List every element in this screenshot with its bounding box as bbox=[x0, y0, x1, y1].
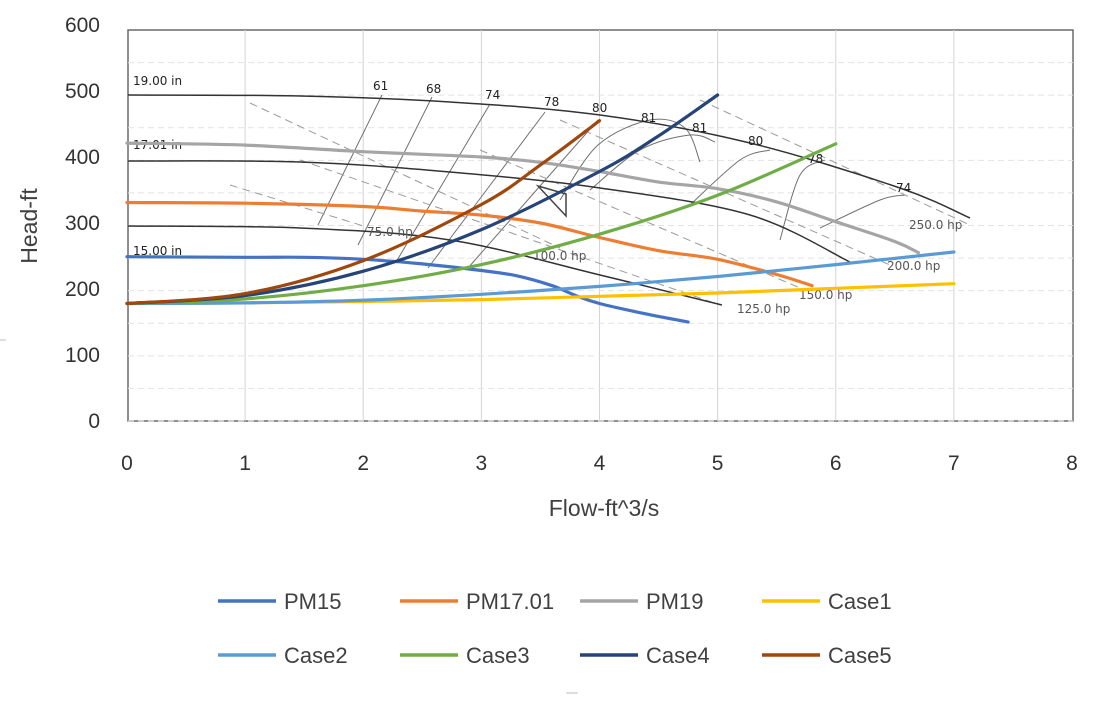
label-hp-75: 75.0 hp bbox=[367, 225, 413, 239]
label-eff-81b: 81 bbox=[692, 121, 707, 135]
label-hp-100: 100.0 hp bbox=[533, 249, 586, 263]
bg-horsepower-line bbox=[229, 184, 371, 229]
label-hp-200: 200.0 hp bbox=[887, 259, 940, 273]
y-tick-label: 0 bbox=[88, 410, 100, 433]
label-impeller-15: 15.00 in bbox=[133, 244, 182, 258]
x-tick-label: 4 bbox=[594, 452, 606, 475]
bg-horsepower-line bbox=[479, 149, 801, 289]
legend-label-case2: Case2 bbox=[284, 643, 348, 668]
label-eff-61: 61 bbox=[373, 79, 388, 93]
series-line-pm15 bbox=[125, 255, 690, 324]
bg-impeller-curve bbox=[127, 94, 971, 219]
y-axis: 0 100 200 300 400 500 600 bbox=[65, 14, 100, 433]
operating-point-marker bbox=[535, 184, 567, 218]
bg-efficiency-contour bbox=[395, 103, 491, 263]
series-line-case4 bbox=[125, 93, 720, 306]
label-hp-250: 250.0 hp bbox=[909, 218, 962, 232]
legend-label-case5: Case5 bbox=[828, 643, 892, 668]
series-lines bbox=[125, 93, 956, 324]
bg-efficiency-contour bbox=[559, 118, 701, 201]
y-tick-label: 500 bbox=[65, 80, 100, 103]
x-tick-label: 6 bbox=[830, 452, 842, 475]
legend-label-case1: Case1 bbox=[828, 589, 892, 614]
x-axis-title: Flow-ft^3/s bbox=[549, 495, 659, 521]
label-eff-74b: 74 bbox=[896, 181, 911, 195]
bg-horsepower-line bbox=[699, 99, 971, 226]
label-eff-74a: 74 bbox=[485, 88, 500, 102]
bg-efficiency-contour bbox=[689, 149, 771, 206]
label-eff-80b: 80 bbox=[748, 134, 763, 148]
x-tick-label: 5 bbox=[712, 452, 724, 475]
series-line-case5 bbox=[125, 119, 602, 306]
y-axis-title: Head-ft bbox=[16, 188, 42, 264]
label-impeller-19: 19.00 in bbox=[133, 74, 182, 88]
legend-label-pm15: PM15 bbox=[284, 589, 341, 614]
legend-label-pm19: PM19 bbox=[646, 589, 703, 614]
legend: PM15 PM17.01 PM19 Case1 Case2 Case3 Case4 Case5 bbox=[218, 589, 892, 668]
label-eff-80a: 80 bbox=[592, 101, 607, 115]
label-hp-150: 150.0 hp bbox=[799, 288, 852, 302]
legend-label-case4: Case4 bbox=[646, 643, 710, 668]
bg-efficiency-contour bbox=[427, 111, 546, 269]
bg-efficiency-contour bbox=[317, 94, 383, 226]
label-hp-125: 125.0 hp bbox=[737, 302, 790, 316]
label-eff-68: 68 bbox=[426, 82, 441, 96]
bg-horsepower-line bbox=[249, 102, 561, 249]
x-tick-label: 3 bbox=[476, 452, 488, 475]
pump-curve-background-image: 19.00 in 17.01 in 15.00 in 61 68 74 78 8… bbox=[127, 29, 1074, 422]
y-tick-label: 300 bbox=[65, 212, 100, 235]
bg-horsepower-line bbox=[559, 119, 891, 266]
series-line-pm17-01 bbox=[125, 200, 814, 288]
y-tick-label: 600 bbox=[65, 14, 100, 37]
x-axis: 0 1 2 3 4 5 6 7 8 bbox=[121, 452, 1078, 475]
x-tick-label: 1 bbox=[239, 452, 251, 475]
background-grid bbox=[128, 30, 1073, 422]
label-eff-78: 78 bbox=[544, 95, 559, 109]
horsepower-lines bbox=[229, 99, 971, 306]
x-tick-label: 8 bbox=[1066, 452, 1078, 475]
bg-impeller-curve bbox=[127, 160, 851, 263]
y-tick-label: 400 bbox=[65, 146, 100, 169]
series-line-case2 bbox=[125, 250, 956, 306]
y-tick-label: 200 bbox=[65, 278, 100, 301]
y-tick-label: 100 bbox=[65, 344, 100, 367]
label-eff-81a: 81 bbox=[641, 111, 656, 125]
legend-label-pm17-01: PM17.01 bbox=[466, 589, 554, 614]
series-line-case3 bbox=[125, 142, 838, 306]
legend-label-case3: Case3 bbox=[466, 643, 530, 668]
bg-horsepower-line bbox=[299, 159, 721, 306]
x-tick-label: 0 bbox=[121, 452, 133, 475]
x-tick-label: 7 bbox=[948, 452, 960, 475]
x-tick-label: 2 bbox=[357, 452, 369, 475]
